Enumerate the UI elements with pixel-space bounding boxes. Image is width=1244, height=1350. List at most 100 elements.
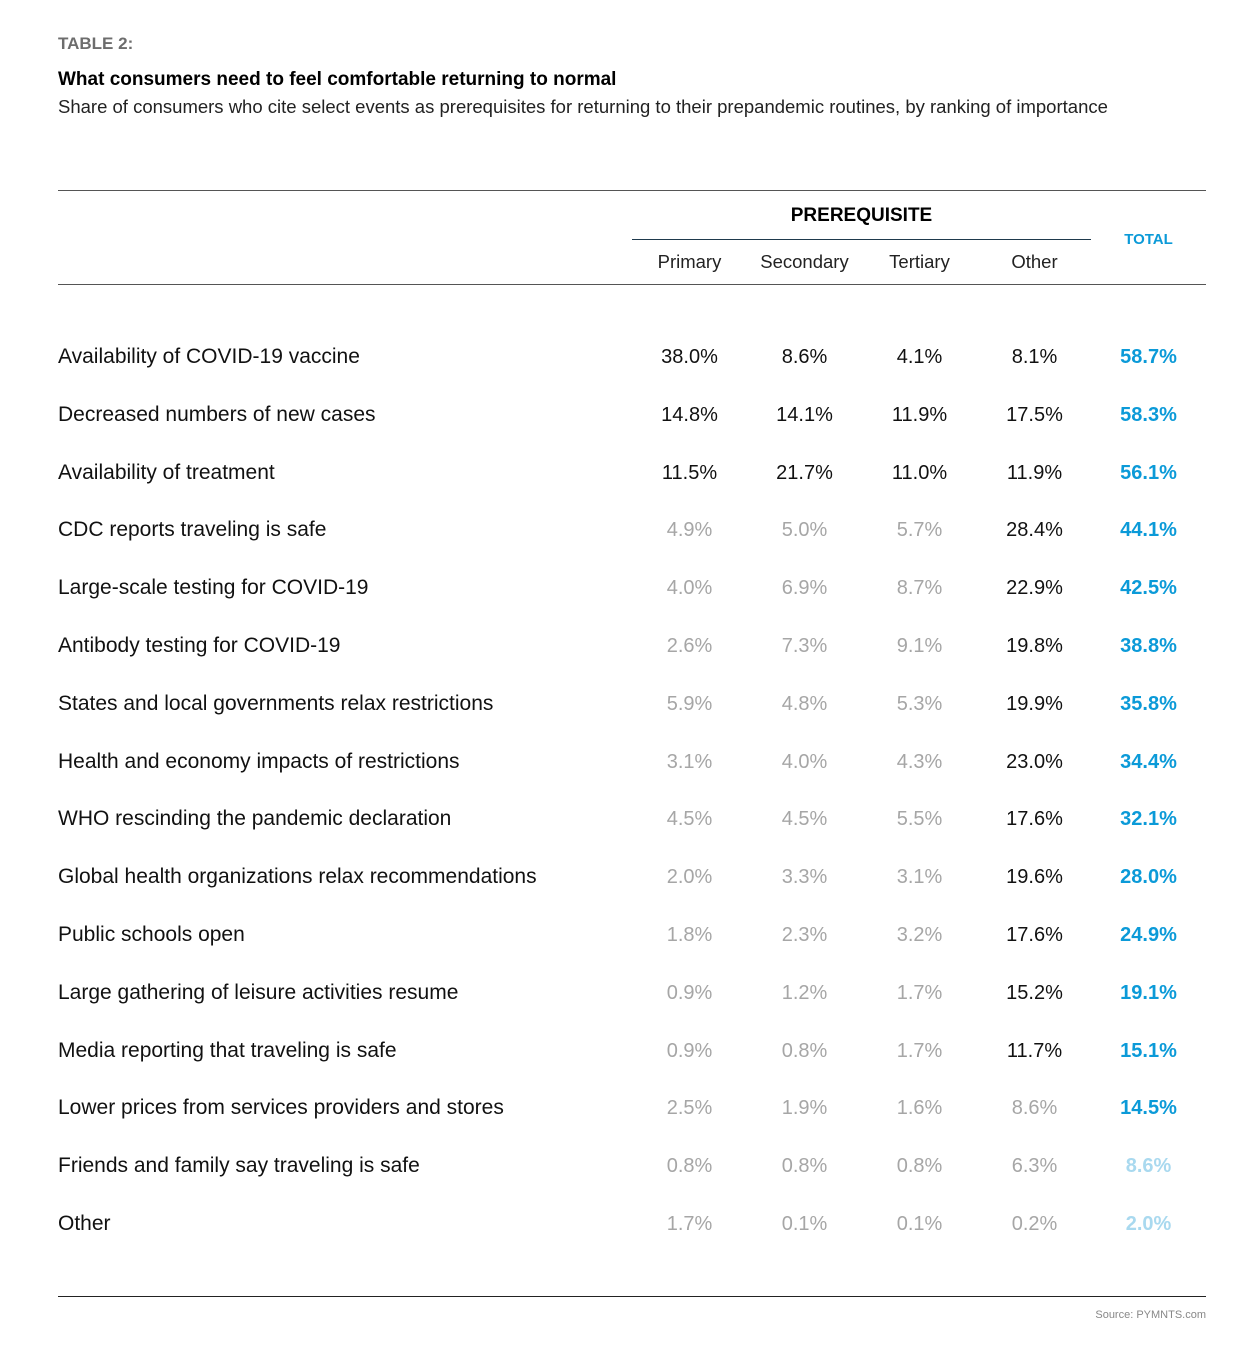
cell-tertiary: 5.7%	[896, 519, 943, 542]
table-row: Antibody testing for COVID-19 2.6% 7.3% 9.1…	[0, 631, 1244, 661]
cell-tertiary: 3.1%	[896, 866, 943, 889]
cell-other: 19.6%	[1006, 866, 1063, 889]
table-row: States and local governments relax restr…	[0, 689, 1244, 719]
row-label: Decreased numbers of new cases	[58, 402, 376, 426]
top-rule	[58, 190, 1206, 191]
cell-total: 42.5%	[1120, 577, 1177, 600]
table-row: Large-scale testing for COVID-19 4.0% 6.9%…	[0, 573, 1244, 603]
cell-total: 24.9%	[1120, 924, 1177, 946]
cell-total: 19.1%	[1120, 981, 1177, 1004]
row-label: Lower prices from services providers and…	[58, 1096, 504, 1120]
cell-other: 19.9%	[1006, 692, 1063, 715]
cell-total: 8.6%	[1125, 1155, 1172, 1178]
table-subtitle: Share of consumers who cite select event…	[58, 96, 1108, 117]
column-header-primary: Primary	[657, 251, 722, 272]
cell-total: 15.1%	[1120, 1039, 1177, 1062]
table-row: Decreased numbers of new cases 14.8% 14.1%…	[0, 400, 1244, 430]
cell-other: 11.7%	[1006, 1039, 1063, 1062]
column-header-tertiary: Tertiary	[889, 251, 950, 272]
cell-other: 23.0%	[1006, 750, 1063, 773]
cell-other: 17.6%	[1006, 924, 1063, 946]
table-row: Health and economy impacts of restrictio…	[0, 747, 1244, 777]
cell-tertiary: 11.0%	[891, 461, 948, 484]
cell-tertiary: 1.7%	[896, 1039, 943, 1062]
row-label: Health and economy impacts of restrictio…	[58, 749, 460, 773]
cell-primary: 14.8%	[661, 403, 718, 426]
cell-primary: 4.9%	[666, 519, 713, 542]
table-row: Lower prices from services providers and…	[0, 1093, 1244, 1123]
row-label: WHO rescinding the pandemic declaration	[58, 807, 452, 831]
cell-tertiary: 4.1%	[896, 346, 943, 368]
source-note: Source: PYMNTS.com	[1095, 1309, 1206, 1321]
cell-tertiary: 0.1%	[896, 1213, 943, 1235]
cell-other: 22.9%	[1006, 577, 1063, 600]
cell-primary: 1.8%	[666, 924, 713, 946]
table-row: Other 1.7% 0.1% 0.1% 0.2% 2.0%	[0, 1209, 1244, 1239]
cell-secondary: 0.8%	[781, 1155, 828, 1178]
row-label: Antibody testing for COVID-19	[58, 634, 341, 657]
table-row: Public schools open 1.8% 2.3% 3.2% 17.6% 24.9…	[0, 920, 1244, 950]
cell-secondary: 5.0%	[781, 519, 828, 542]
cell-secondary: 3.3%	[781, 866, 828, 889]
cell-primary: 1.7%	[666, 1213, 713, 1235]
cell-primary: 5.9%	[666, 692, 713, 715]
cell-secondary: 1.2%	[781, 981, 828, 1004]
cell-tertiary: 9.1%	[896, 635, 943, 657]
cell-secondary: 2.3%	[781, 924, 828, 946]
table-row: WHO rescinding the pandemic declaration 4…	[0, 804, 1244, 834]
cell-primary: 4.5%	[666, 808, 713, 831]
table-label: TABLE 2:	[58, 34, 134, 53]
cell-secondary: 4.8%	[781, 692, 828, 715]
row-label: Large gathering of leisure activities re…	[58, 980, 459, 1004]
cell-primary: 11.5%	[661, 461, 718, 484]
cell-total: 58.3%	[1120, 403, 1177, 426]
cell-primary: 2.6%	[666, 635, 713, 657]
cell-tertiary: 0.8%	[896, 1155, 943, 1178]
cell-secondary: 4.5%	[781, 808, 828, 831]
cell-secondary: 0.8%	[781, 1039, 828, 1062]
cell-primary: 38.0%	[661, 346, 718, 368]
row-label: Media reporting that traveling is safe	[58, 1038, 397, 1062]
cell-total: 28.0%	[1120, 866, 1177, 889]
prerequisite-group-rule	[632, 239, 1091, 240]
cell-other: 19.8%	[1006, 635, 1063, 657]
table-row: Availability of treatment 11.5% 21.7% 11.0%…	[0, 458, 1244, 488]
table-row: Large gathering of leisure activities re…	[0, 978, 1244, 1008]
cell-total: 38.8%	[1120, 635, 1177, 657]
cell-total: 14.5%	[1120, 1097, 1177, 1120]
cell-total: 35.8%	[1120, 692, 1177, 715]
cell-other: 8.1%	[1011, 346, 1058, 368]
header-rule	[58, 284, 1206, 285]
cell-secondary: 4.0%	[781, 750, 828, 773]
cell-other: 15.2%	[1006, 981, 1063, 1004]
cell-tertiary: 3.2%	[896, 924, 943, 946]
cell-primary: 4.0%	[666, 577, 713, 600]
cell-total: 44.1%	[1120, 519, 1177, 542]
cell-other: 0.2%	[1011, 1213, 1058, 1235]
table-row: Friends and family say traveling is safe…	[0, 1151, 1244, 1181]
cell-other: 6.3%	[1011, 1155, 1058, 1178]
cell-primary: 0.9%	[666, 981, 713, 1004]
cell-tertiary: 1.6%	[896, 1097, 943, 1120]
row-label: Other	[58, 1212, 111, 1235]
cell-secondary: 1.9%	[781, 1097, 828, 1120]
row-label: Global health organizations relax recomm…	[58, 865, 537, 889]
prerequisite-group-header: PREREQUISITE	[790, 205, 933, 226]
cell-other: 17.5%	[1006, 403, 1063, 426]
cell-other: 8.6%	[1011, 1097, 1058, 1120]
cell-tertiary: 5.5%	[896, 808, 943, 831]
row-label: Large-scale testing for COVID-19	[58, 576, 369, 600]
cell-primary: 2.0%	[666, 866, 713, 889]
column-header-other: Other	[1011, 251, 1058, 272]
row-label: CDC reports traveling is safe	[58, 518, 327, 542]
cell-total: 34.4%	[1120, 750, 1177, 773]
cell-secondary: 6.9%	[781, 577, 828, 600]
cell-total: 56.1%	[1120, 461, 1177, 484]
table-row: Global health organizations relax recomm…	[0, 862, 1244, 892]
table-row: Availability of COVID-19 vaccine 38.0% 8.6…	[0, 342, 1244, 372]
row-label: Availability of treatment	[58, 460, 275, 484]
cell-total: 2.0%	[1125, 1213, 1172, 1235]
table-title: What consumers need to feel comfortable …	[58, 69, 617, 90]
cell-primary: 3.1%	[666, 750, 713, 773]
table-row: CDC reports traveling is safe 4.9% 5.0% 5.7…	[0, 515, 1244, 545]
